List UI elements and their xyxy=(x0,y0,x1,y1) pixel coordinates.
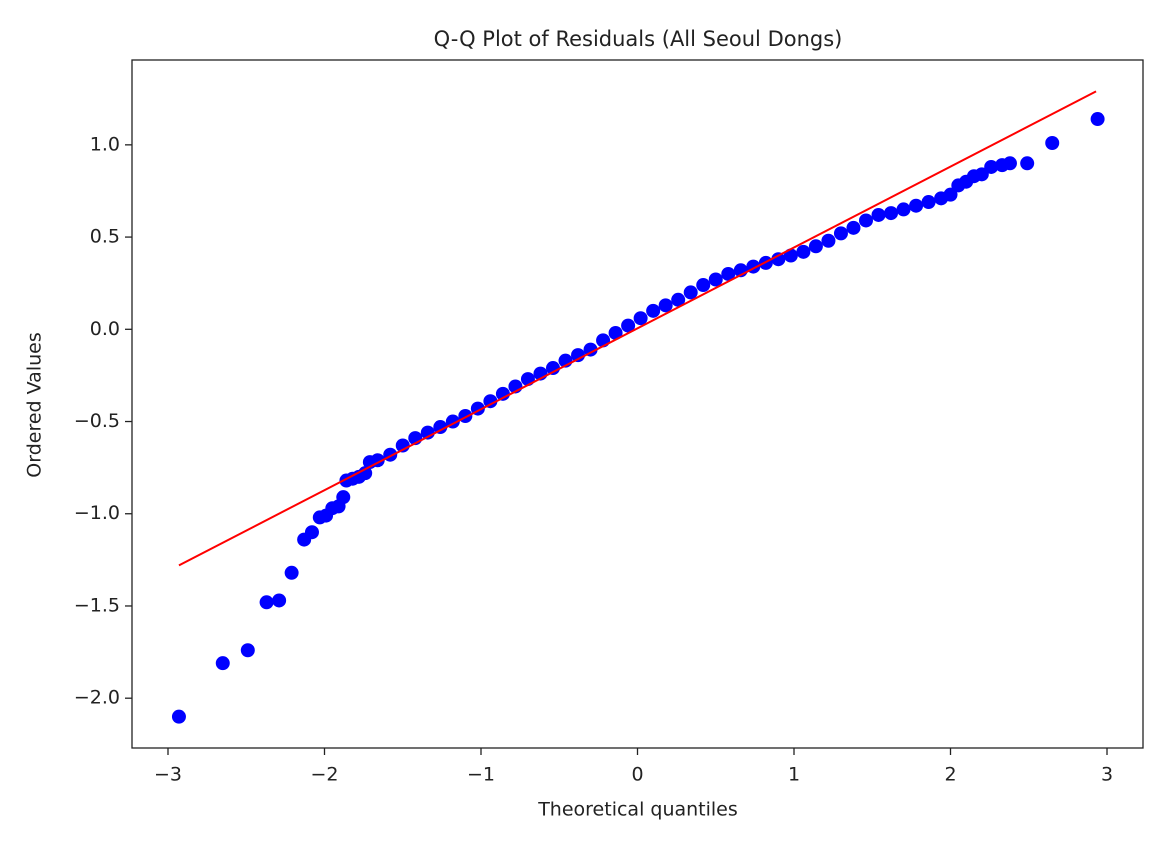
data-point xyxy=(974,167,989,182)
plot-frame xyxy=(131,59,1144,749)
data-point xyxy=(358,466,373,481)
data-point xyxy=(259,595,274,610)
data-point xyxy=(1020,156,1035,171)
y-tick-label: −0.5 xyxy=(74,410,120,432)
x-axis-label: Theoretical quantiles xyxy=(537,799,738,821)
data-point xyxy=(545,361,560,376)
data-point xyxy=(420,425,435,440)
y-tick-label: −1.0 xyxy=(74,502,120,524)
y-tick-label: 1.0 xyxy=(90,133,120,155)
data-point xyxy=(796,244,811,259)
data-point xyxy=(215,656,230,671)
data-point xyxy=(571,348,586,363)
data-point xyxy=(1045,136,1060,151)
data-point xyxy=(821,233,836,248)
data-point xyxy=(336,490,351,505)
x-tick-label: 0 xyxy=(631,764,643,786)
data-point xyxy=(646,303,661,318)
y-tick-label: −2.0 xyxy=(74,687,120,709)
data-point xyxy=(1090,112,1105,127)
data-point xyxy=(583,342,598,357)
data-point xyxy=(671,292,686,307)
data-point xyxy=(833,226,848,241)
x-tick-label: 3 xyxy=(1101,764,1113,786)
data-point xyxy=(272,593,287,608)
data-point xyxy=(658,298,673,313)
data-point xyxy=(495,386,510,401)
chart-title: Q-Q Plot of Residuals (All Seoul Dongs) xyxy=(434,27,843,51)
data-point xyxy=(858,213,873,228)
data-point xyxy=(896,202,911,217)
data-point xyxy=(1002,156,1017,171)
x-tick-label: −2 xyxy=(310,764,338,786)
data-point xyxy=(621,318,636,333)
data-point xyxy=(240,643,255,658)
y-axis-label: Ordered Values xyxy=(24,332,46,477)
x-tick-label: −1 xyxy=(467,764,495,786)
fit-line xyxy=(178,90,1097,567)
data-point xyxy=(721,266,736,281)
data-point xyxy=(304,525,319,540)
data-point xyxy=(696,278,711,293)
data-point xyxy=(808,239,823,254)
data-point xyxy=(708,272,723,287)
data-point xyxy=(884,206,899,221)
data-point xyxy=(871,207,886,222)
y-tick-label: −1.5 xyxy=(74,594,120,616)
data-point xyxy=(483,394,498,409)
data-point xyxy=(171,709,186,724)
data-point xyxy=(683,285,698,300)
data-point xyxy=(909,198,924,213)
y-tick-label: 0.5 xyxy=(90,226,120,248)
data-point xyxy=(633,311,648,326)
x-tick-label: −3 xyxy=(154,764,182,786)
y-tick-label: 0.0 xyxy=(90,318,120,340)
x-tick-label: 2 xyxy=(944,764,956,786)
data-point xyxy=(608,325,623,340)
data-point xyxy=(433,420,448,435)
data-point xyxy=(771,252,786,267)
data-point xyxy=(846,220,861,235)
data-point xyxy=(943,187,958,202)
data-point xyxy=(984,159,999,174)
x-tick-label: 1 xyxy=(788,764,800,786)
data-point xyxy=(921,195,936,210)
data-point xyxy=(284,565,299,580)
